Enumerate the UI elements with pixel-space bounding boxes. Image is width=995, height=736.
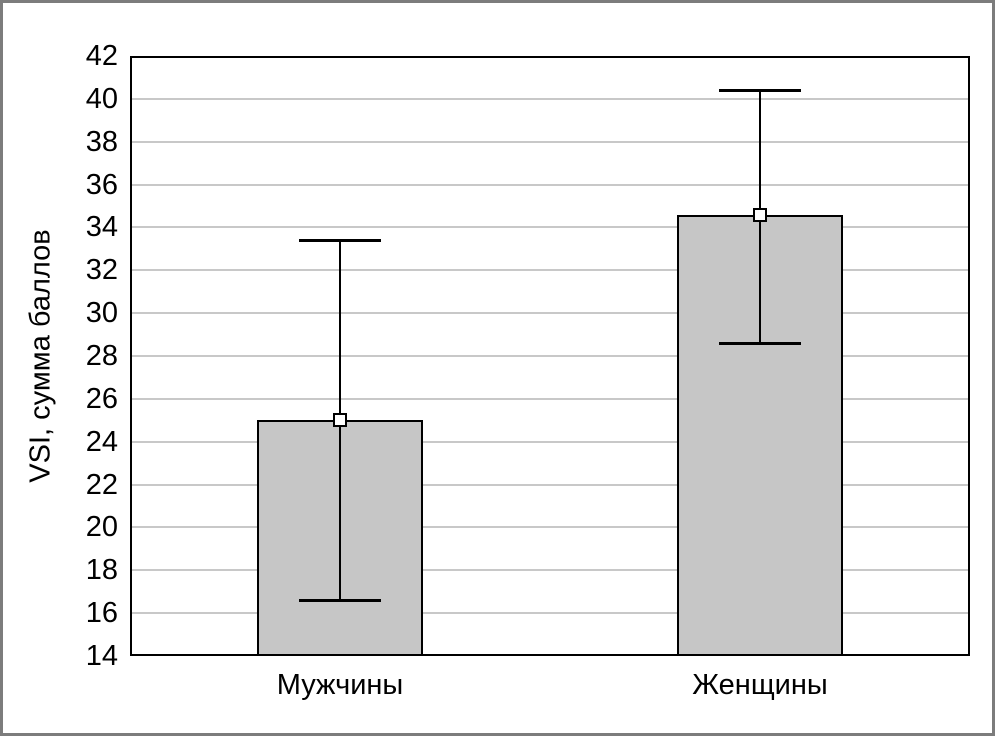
y-tick-label: 26: [85, 382, 118, 415]
y-tick-label: 16: [85, 597, 118, 630]
y-tick-label: 14: [85, 640, 118, 672]
gridline: [130, 183, 970, 186]
gridline: [130, 312, 970, 315]
gridline: [130, 526, 970, 529]
error-bar-cap-bottom: [299, 599, 381, 603]
error-bar-cap-top: [719, 89, 801, 93]
y-tick-label: 42: [85, 40, 118, 72]
y-tick-label: 38: [85, 125, 118, 158]
y-tick-label: 40: [85, 82, 118, 115]
y-tick-label: 28: [85, 340, 118, 372]
gridline: [130, 612, 970, 615]
gridline: [130, 226, 970, 229]
y-tick-label: 34: [85, 211, 118, 244]
gridline: [130, 483, 970, 486]
mean-marker: [333, 413, 347, 428]
gridline: [130, 140, 970, 143]
y-tick-label: 36: [85, 168, 118, 201]
x-category-label: Мужчины: [276, 669, 404, 701]
gridline: [130, 569, 970, 572]
error-bar-cap-top: [299, 239, 381, 243]
mean-marker: [753, 207, 767, 222]
y-tick-label: 24: [85, 425, 118, 458]
gridline: [130, 269, 970, 272]
y-tick-label: 20: [85, 511, 118, 544]
gridline: [130, 355, 970, 357]
gridline: [130, 97, 970, 100]
gridline: [130, 397, 970, 400]
gridline: [130, 440, 970, 443]
y-tick-label: 32: [85, 254, 118, 287]
y-tick-label: 22: [85, 468, 118, 501]
error-bar-cap-bottom: [719, 342, 801, 346]
y-tick-label: 30: [85, 297, 118, 330]
x-category-label: Женщины: [692, 669, 828, 701]
y-tick-label: 18: [85, 554, 118, 587]
